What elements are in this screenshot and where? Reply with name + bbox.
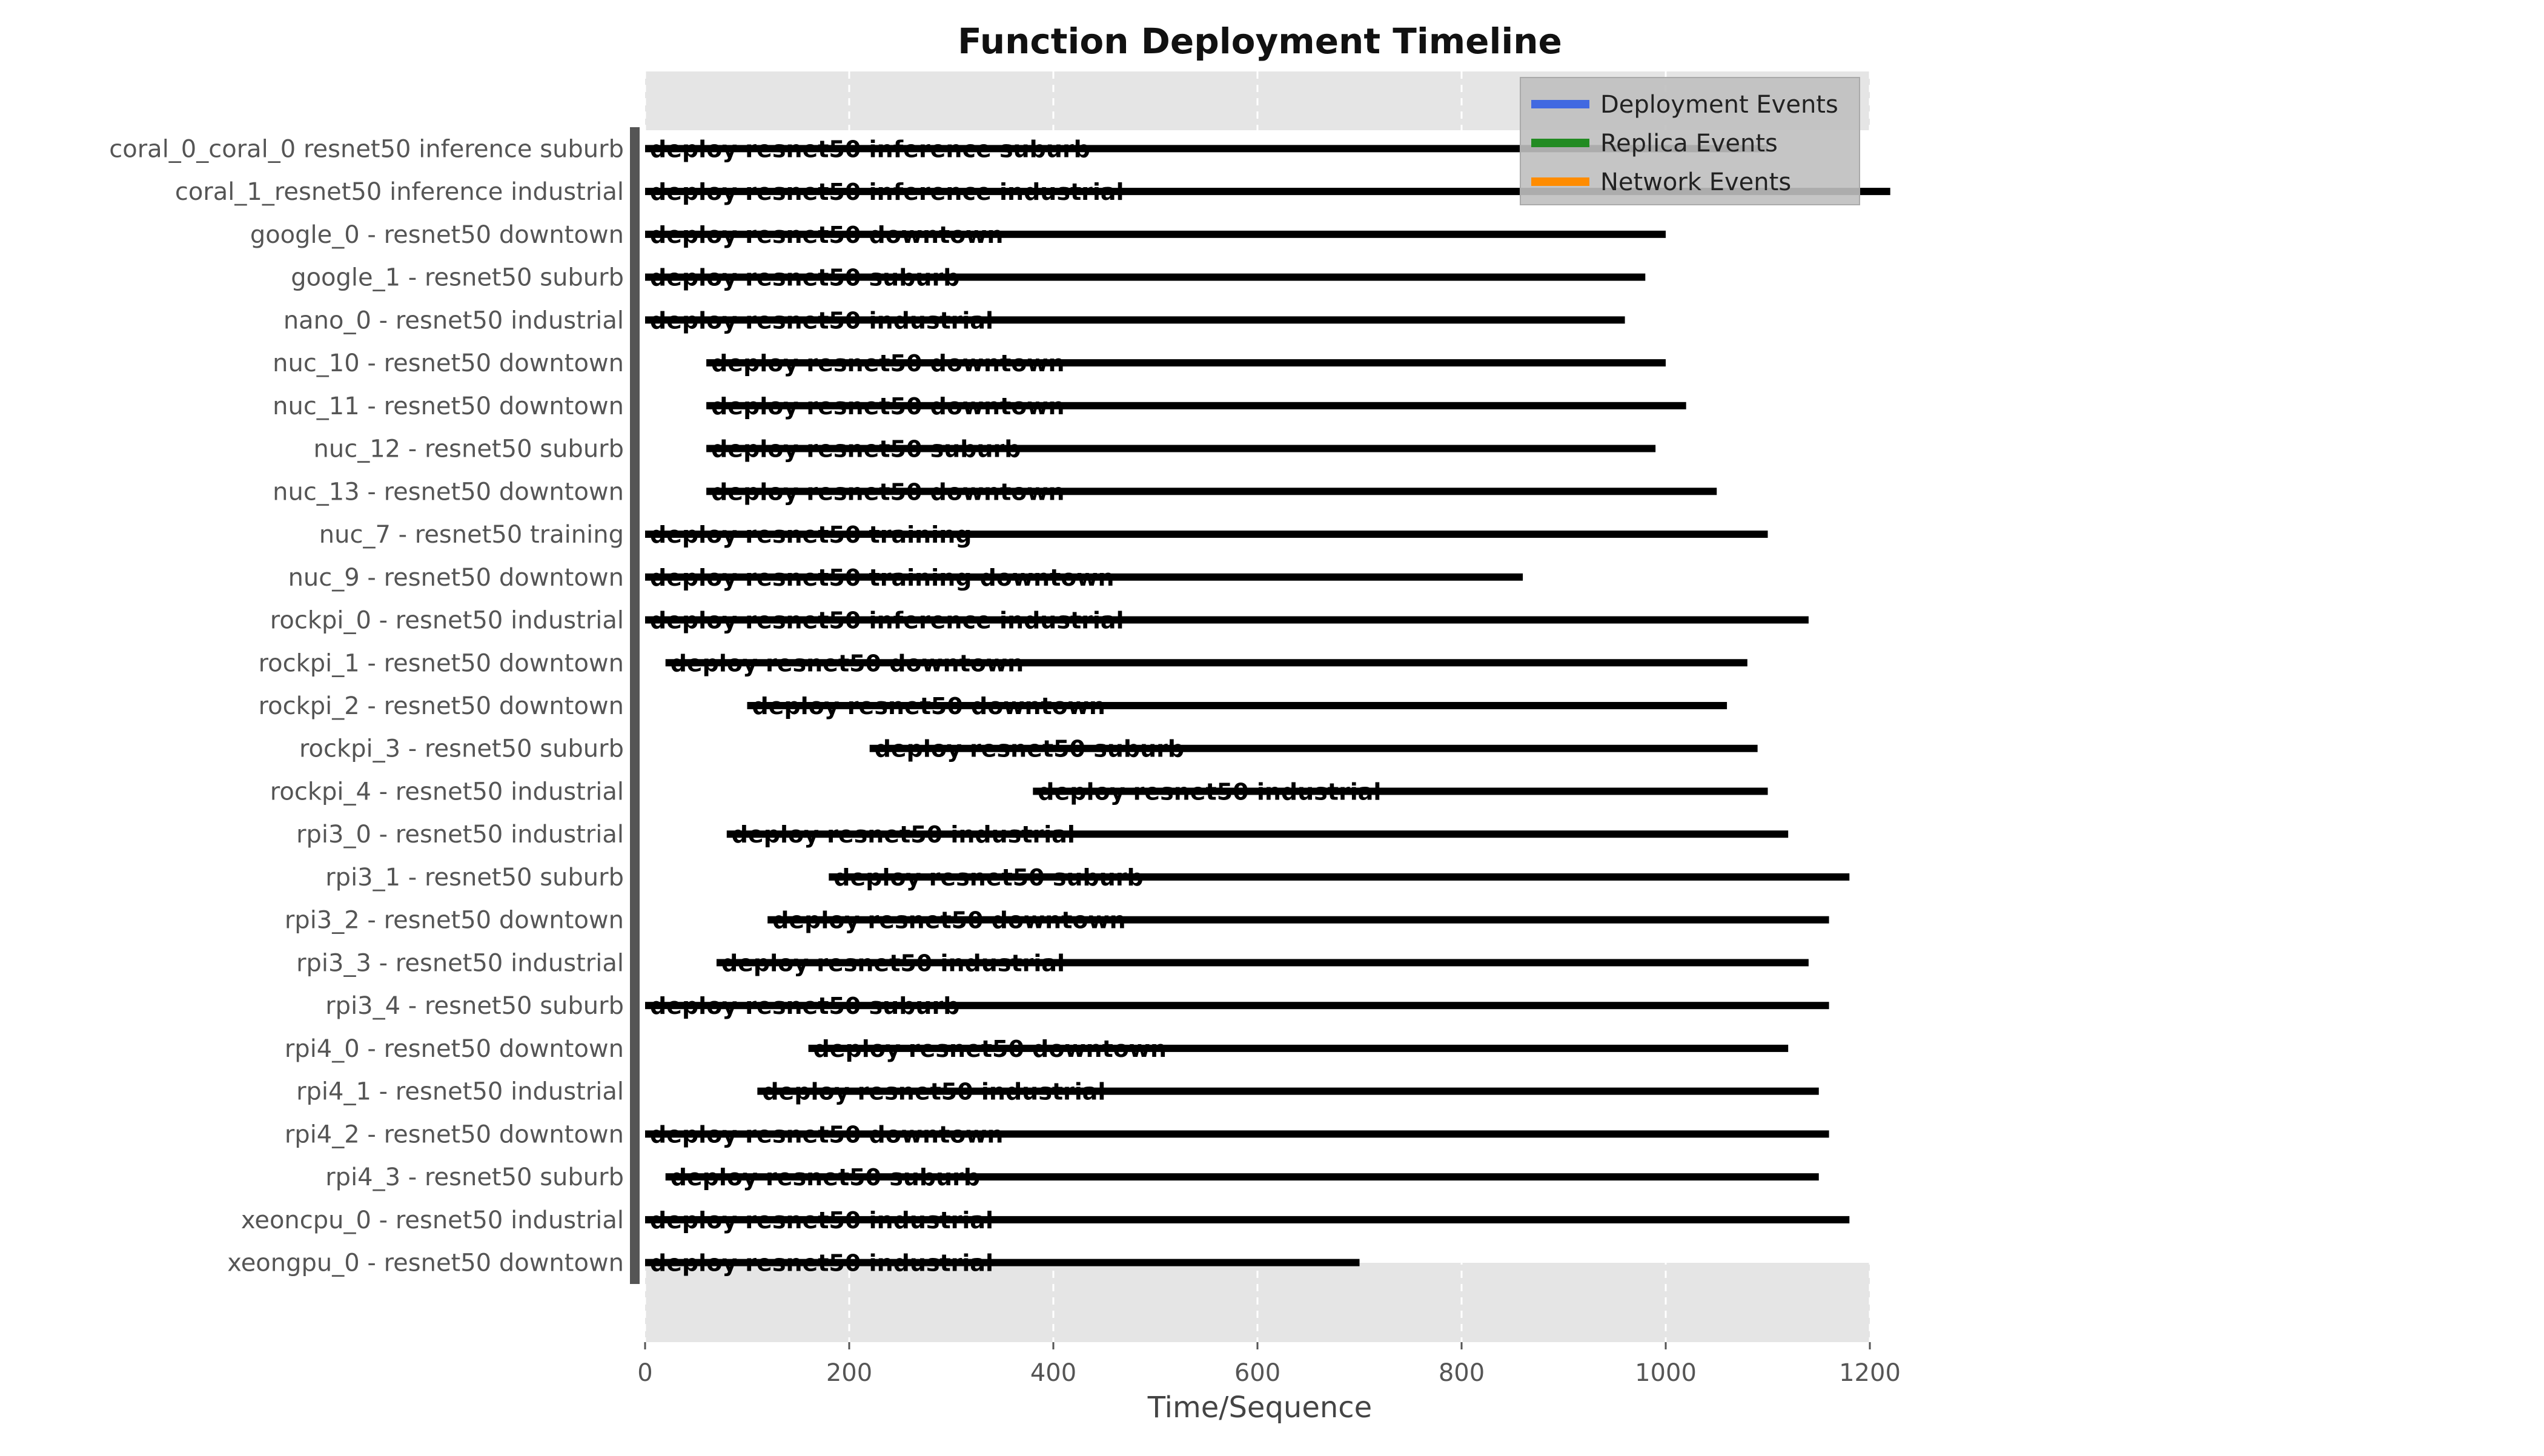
event-label-12: deploy resnet50 downtown: [671, 650, 1024, 677]
event-bar-10: [645, 573, 1523, 581]
row-label-23: rpi4_2 - resnet50 downtown: [285, 1120, 624, 1148]
event-label-1: deploy resnet50 inference industrial: [650, 179, 1124, 205]
event-bar-6: [706, 402, 1686, 409]
row-label-11: rockpi_0 - resnet50 industrial: [270, 607, 624, 635]
row-label-19: rpi3_3 - resnet50 industrial: [296, 949, 624, 977]
event-label-17: deploy resnet50 suburb: [833, 864, 1143, 891]
row-label-8: nuc_13 - resnet50 downtown: [273, 478, 624, 506]
x-tick-label-200: 200: [826, 1359, 872, 1387]
left-axis-bar: [630, 127, 640, 1284]
row-label-20: rpi3_4 - resnet50 suburb: [325, 992, 624, 1020]
event-bar-2: [645, 230, 1666, 238]
event-bar-24: [665, 1173, 1819, 1181]
event-bar-0: [645, 145, 1768, 153]
event-label-22: deploy resnet50 industrial: [762, 1079, 1105, 1105]
chart-title: Function Deployment Timeline: [958, 21, 1562, 62]
event-bar-14: [869, 744, 1758, 752]
event-bar-7: [706, 445, 1656, 452]
row-label-14: rockpi_3 - resnet50 suburb: [299, 735, 624, 763]
event-bar-8: [706, 488, 1717, 495]
event-bar-17: [829, 873, 1850, 881]
row-label-5: nuc_10 - resnet50 downtown: [273, 349, 624, 377]
row-label-26: xeongpu_0 - resnet50 downtown: [227, 1249, 624, 1277]
event-label-8: deploy resnet50 downtown: [711, 478, 1064, 505]
row-label-24: rpi4_3 - resnet50 suburb: [325, 1163, 624, 1191]
row-label-22: rpi4_1 - resnet50 industrial: [296, 1078, 624, 1106]
row-label-25: xeoncpu_0 - resnet50 industrial: [241, 1206, 624, 1234]
event-label-11: deploy resnet50 inference industrial: [650, 607, 1124, 634]
event-label-25: deploy resnet50 industrial: [650, 1207, 993, 1234]
row-label-13: rockpi_2 - resnet50 downtown: [259, 692, 624, 720]
event-label-15: deploy resnet50 industrial: [1038, 778, 1381, 805]
event-bar-16: [726, 830, 1789, 838]
x-tick-label-0: 0: [637, 1359, 652, 1387]
event-label-21: deploy resnet50 downtown: [813, 1036, 1167, 1062]
x-tick-label-1000: 1000: [1635, 1359, 1697, 1387]
legend: Deployment Events Replica Events Network E…: [1520, 77, 1860, 205]
legend-label-0: Deployment Events: [1600, 91, 1838, 119]
event-label-18: deploy resnet50 downtown: [772, 907, 1125, 934]
row-label-4: nano_0 - resnet50 industrial: [283, 306, 624, 334]
event-bar-20: [645, 1002, 1829, 1010]
event-bar-23: [645, 1130, 1829, 1138]
x-tick-label-800: 800: [1439, 1359, 1485, 1387]
row-label-6: nuc_11 - resnet50 downtown: [273, 392, 624, 420]
event-label-5: deploy resnet50 downtown: [711, 350, 1064, 377]
event-bar-13: [747, 702, 1727, 709]
event-label-20: deploy resnet50 suburb: [650, 993, 959, 1019]
event-label-3: deploy resnet50 suburb: [650, 265, 959, 291]
row-label-1: coral_1_resnet50 inference industrial: [175, 178, 624, 206]
row-label-21: rpi4_0 - resnet50 downtown: [285, 1035, 624, 1063]
event-bar-15: [1033, 787, 1768, 795]
x-tick-label-600: 600: [1234, 1359, 1280, 1387]
event-bar-21: [808, 1044, 1789, 1052]
row-label-17: rpi3_1 - resnet50 suburb: [325, 864, 624, 892]
row-label-15: rockpi_4 - resnet50 industrial: [270, 778, 624, 806]
gridlines: [644, 71, 1871, 1342]
event-label-24: deploy resnet50 suburb: [671, 1164, 980, 1191]
event-bar-12: [665, 659, 1747, 667]
legend-label-1: Replica Events: [1600, 130, 1778, 157]
x-axis-label: Time/Sequence: [1147, 1391, 1372, 1425]
event-label-9: deploy resnet50 training: [650, 521, 972, 548]
event-label-6: deploy resnet50 downtown: [711, 393, 1064, 420]
row-label-3: google_1 - resnet50 suburb: [291, 264, 624, 292]
row-label-0: coral_0_coral_0 resnet50 inference subur…: [109, 135, 624, 163]
event-label-4: deploy resnet50 industrial: [650, 307, 993, 334]
event-bar-19: [716, 959, 1809, 967]
rows-layer: coral_0_coral_0 resnet50 inference subur…: [109, 135, 1890, 1277]
event-bar-25: [645, 1216, 1850, 1223]
event-bar-22: [757, 1087, 1819, 1095]
event-label-13: deploy resnet50 downtown: [752, 693, 1105, 720]
row-label-2: google_0 - resnet50 downtown: [250, 221, 624, 249]
x-tick-label-1200: 1200: [1839, 1359, 1901, 1387]
event-label-10: deploy resnet50 training downtown: [650, 564, 1115, 591]
legend-label-2: Network Events: [1600, 168, 1791, 196]
event-bar-9: [645, 531, 1768, 538]
row-label-10: nuc_9 - resnet50 downtown: [288, 564, 624, 592]
event-bar-5: [706, 359, 1666, 367]
x-tick-label-400: 400: [1030, 1359, 1076, 1387]
event-label-16: deploy resnet50 industrial: [732, 821, 1075, 848]
row-label-7: nuc_12 - resnet50 suburb: [314, 435, 624, 463]
row-label-16: rpi3_0 - resnet50 industrial: [296, 821, 624, 849]
event-label-7: deploy resnet50 suburb: [711, 436, 1021, 463]
event-bar-26: [645, 1259, 1360, 1266]
event-label-19: deploy resnet50 industrial: [721, 950, 1065, 976]
event-label-0: deploy resnet50 inference suburb: [650, 136, 1090, 162]
event-bar-11: [645, 616, 1809, 624]
event-label-26: deploy resnet50 industrial: [650, 1250, 993, 1277]
event-bar-4: [645, 316, 1625, 324]
event-label-23: deploy resnet50 downtown: [650, 1121, 1003, 1148]
x-ticks: 0 200 400 600 800 1000 1200: [637, 1342, 1901, 1387]
row-label-12: rockpi_1 - resnet50 downtown: [259, 649, 624, 677]
event-label-14: deploy resnet50 suburb: [875, 736, 1184, 763]
event-bar-3: [645, 273, 1646, 281]
event-label-2: deploy resnet50 downtown: [650, 222, 1003, 248]
row-label-9: nuc_7 - resnet50 training: [319, 521, 624, 549]
row-label-18: rpi3_2 - resnet50 downtown: [285, 907, 624, 935]
event-bar-18: [767, 916, 1829, 924]
